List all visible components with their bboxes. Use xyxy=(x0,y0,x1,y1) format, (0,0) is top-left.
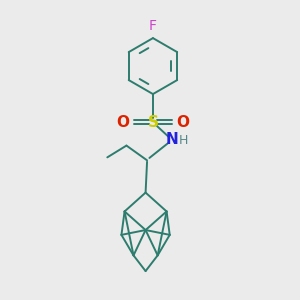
Text: O: O xyxy=(116,115,129,130)
Text: H: H xyxy=(178,134,188,147)
Text: F: F xyxy=(149,19,157,33)
Text: O: O xyxy=(176,115,190,130)
Text: S: S xyxy=(147,115,158,130)
Text: N: N xyxy=(166,132,178,147)
